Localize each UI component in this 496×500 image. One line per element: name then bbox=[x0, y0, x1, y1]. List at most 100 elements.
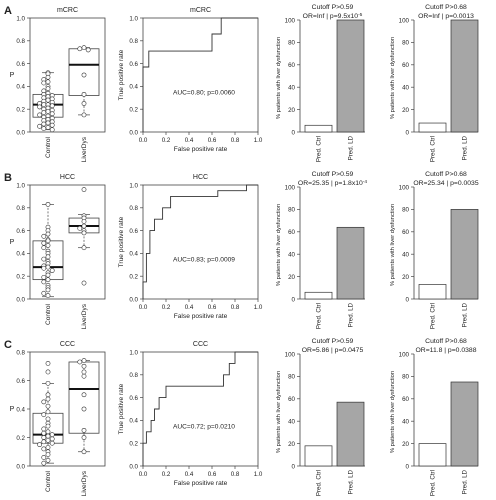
box-data-point bbox=[45, 277, 51, 283]
bar-category-label: Pred. Ctrl bbox=[430, 470, 437, 496]
box-plot-title: CCC bbox=[60, 341, 75, 348]
roc-ytick-label: 0.6 bbox=[129, 395, 138, 402]
roc-ytick-label: 0.4 bbox=[129, 84, 138, 91]
box-data-point bbox=[41, 233, 47, 239]
box-plot-frame bbox=[29, 184, 106, 300]
roc-ytick-label: 1.0 bbox=[129, 15, 138, 22]
bar-category-label: Pred. LD bbox=[462, 302, 469, 327]
roc-xtick-label: 0.8 bbox=[231, 304, 240, 311]
bar-pred-ctrl bbox=[418, 122, 447, 133]
box-data-point bbox=[45, 403, 51, 409]
box-data-point bbox=[41, 455, 47, 460]
roc-ytick-label: 0.8 bbox=[129, 372, 138, 379]
bar-category-label: Pred. Ctrl bbox=[430, 136, 437, 162]
box-data-point bbox=[45, 416, 51, 422]
box-iqr bbox=[68, 48, 100, 96]
box-plot-ytick-label: 0.0 bbox=[16, 296, 25, 303]
box-plot-title: mCRC bbox=[57, 7, 78, 14]
roc-ytick-label: 0.0 bbox=[129, 463, 138, 470]
box-data-point bbox=[85, 47, 91, 53]
bar-ytick-label: 20 bbox=[288, 441, 295, 448]
roc-ytick-label: 0.4 bbox=[129, 418, 138, 425]
bar-subtitle: OR=25.34 | p=0.0035 bbox=[413, 180, 478, 187]
bar-ylabel: % patients with liver dysfunction bbox=[390, 37, 396, 119]
box-data-point bbox=[41, 435, 47, 440]
box-plot-ytick-label: 0.4 bbox=[16, 406, 25, 413]
box-data-point bbox=[37, 123, 42, 129]
box-data-point bbox=[41, 274, 47, 280]
box-data-point bbox=[45, 452, 51, 457]
roc-xtick-label: 0.0 bbox=[139, 137, 148, 144]
box-data-point bbox=[41, 460, 47, 466]
bar-ytick-label: 40 bbox=[402, 85, 409, 92]
bar-pred-ctrl bbox=[418, 284, 447, 300]
box-data-point bbox=[41, 126, 47, 131]
roc-xlabel: False positive rate bbox=[174, 146, 228, 153]
box-data-point bbox=[45, 409, 51, 415]
bar-ytick-label: 40 bbox=[402, 252, 409, 259]
box-data-point bbox=[81, 91, 87, 97]
box-data-point bbox=[81, 223, 87, 229]
box-data-point bbox=[41, 240, 47, 246]
bar-ytick-label: 60 bbox=[402, 62, 409, 69]
bar-ytick-label: 0 bbox=[406, 463, 410, 470]
roc-title: CCC bbox=[193, 341, 208, 348]
roc-xtick-label: 0.0 bbox=[139, 471, 148, 478]
bar-ytick-label: 40 bbox=[288, 252, 295, 259]
bar-category-label: Pred. Ctrl bbox=[316, 470, 323, 496]
bar-subtitle: OR=5.86 | p=0.0475 bbox=[302, 347, 364, 354]
bar-pred-ld bbox=[450, 209, 479, 300]
roc-ytick-label: 1.0 bbox=[129, 182, 138, 189]
roc-ytick-label: 0.8 bbox=[129, 205, 138, 212]
box-data-point bbox=[45, 293, 51, 298]
box-category-label: Control bbox=[45, 303, 52, 325]
box-data-point bbox=[81, 373, 87, 379]
bar-ytick-label: 0 bbox=[292, 129, 296, 136]
bar-subtitle: OR=25.35 | p=1.8x10-4 bbox=[298, 179, 367, 188]
bar-ytick-label: 60 bbox=[288, 396, 295, 403]
bar-ytick-label: 80 bbox=[402, 207, 409, 214]
bar-pred-ctrl bbox=[304, 445, 333, 467]
roc-xtick-label: 0.8 bbox=[231, 137, 240, 144]
bar-pred-ctrl bbox=[304, 291, 333, 300]
box-data-point bbox=[49, 127, 55, 133]
roc-title: mCRC bbox=[190, 7, 211, 14]
bar-ytick-label: 80 bbox=[288, 374, 295, 381]
bar-ytick-label: 20 bbox=[402, 107, 409, 114]
roc-xtick-label: 0.4 bbox=[185, 137, 194, 144]
box-data-point bbox=[45, 392, 51, 398]
bar-subtitle: OR=11.8 | p=0.0388 bbox=[416, 347, 477, 354]
box-data-point bbox=[45, 254, 51, 260]
box-data-point bbox=[81, 369, 87, 375]
box-plot-ytick-label: 0.8 bbox=[16, 205, 25, 212]
roc-xtick-label: 0.4 bbox=[185, 304, 194, 311]
bar-category-label: Pred. LD bbox=[462, 469, 469, 494]
panel-letter: B bbox=[4, 172, 12, 184]
box-data-point bbox=[41, 439, 47, 445]
bar-ytick-label: 0 bbox=[292, 463, 296, 470]
bar-title: Cutoff P>0.68 bbox=[425, 338, 467, 345]
bar-ytick-label: 100 bbox=[285, 17, 296, 24]
box-data-point bbox=[45, 429, 51, 435]
box-data-point bbox=[45, 120, 51, 126]
box-data-point bbox=[45, 86, 51, 92]
box-data-point bbox=[81, 245, 87, 251]
bar-category-label: Pred. LD bbox=[348, 469, 355, 494]
roc-xtick-label: 0.6 bbox=[208, 471, 217, 478]
roc-xtick-label: 1.0 bbox=[254, 304, 263, 311]
roc-ytick-label: 0.2 bbox=[129, 107, 138, 114]
bar-subtitle: OR=Inf | p=9.5x10-5 bbox=[303, 12, 363, 21]
roc-ytick-label: 0.4 bbox=[129, 251, 138, 258]
roc-ylabel: True positive rate bbox=[118, 216, 125, 267]
box-data-point bbox=[45, 272, 51, 278]
roc-xtick-label: 0.6 bbox=[208, 304, 217, 311]
box-data-point bbox=[81, 406, 87, 412]
bar-ylabel: % patients with liver dysfunction bbox=[390, 204, 396, 286]
roc-ylabel: True positive rate bbox=[118, 383, 125, 434]
box-data-point bbox=[41, 446, 47, 452]
box-data-point bbox=[49, 122, 55, 128]
box-data-point bbox=[45, 79, 51, 85]
bar-title: Cutoff P>0.68 bbox=[425, 171, 467, 178]
bar-pred-ctrl bbox=[304, 124, 333, 133]
